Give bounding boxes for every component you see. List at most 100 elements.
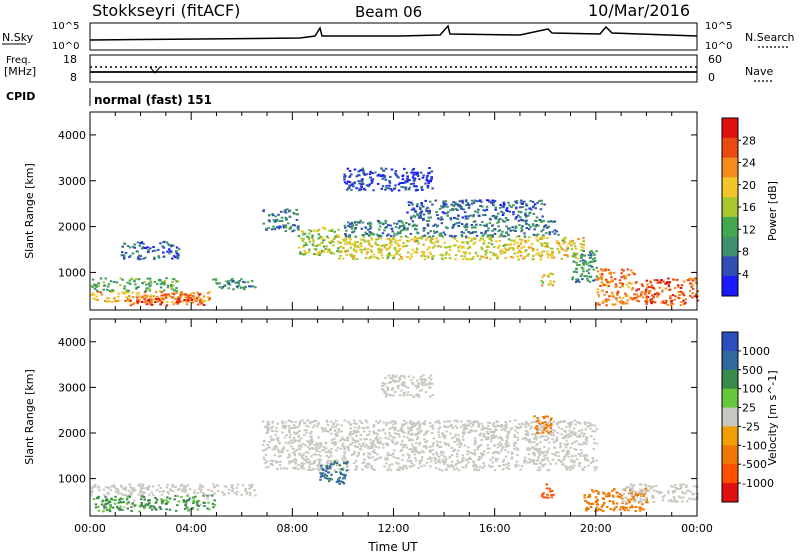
range-cell — [416, 171, 419, 174]
range-cell — [335, 234, 338, 237]
range-cell — [353, 426, 357, 429]
range-cell — [474, 251, 478, 254]
range-cell — [334, 443, 337, 446]
range-cell — [308, 465, 311, 468]
range-cell — [371, 441, 375, 444]
range-cell — [468, 236, 471, 239]
range-cell — [484, 250, 487, 253]
range-cell — [277, 455, 281, 458]
range-cell — [438, 421, 441, 424]
range-cell — [158, 490, 162, 493]
range-cell — [524, 214, 527, 217]
nsky-frame — [89, 22, 698, 51]
range-cell — [524, 241, 528, 244]
range-cell — [363, 239, 366, 242]
range-cell — [322, 226, 325, 229]
range-cell — [591, 430, 594, 433]
range-cell — [249, 285, 253, 288]
range-cell — [443, 212, 446, 215]
range-cell — [512, 211, 515, 214]
range-cell — [541, 425, 544, 428]
range-cell — [531, 200, 535, 203]
range-cell — [569, 240, 572, 243]
range-cell — [578, 281, 581, 283]
range-cell — [206, 494, 209, 497]
range-cell — [560, 433, 563, 436]
range-cell — [400, 430, 403, 432]
range-cell — [143, 498, 146, 501]
range-cell — [338, 251, 342, 254]
range-cell — [397, 189, 401, 192]
data-region — [129, 293, 206, 307]
range-cell — [405, 178, 409, 181]
range-cell — [380, 254, 384, 257]
range-cell — [310, 438, 313, 441]
range-cell — [355, 465, 358, 468]
power-x-ticks — [89, 112, 698, 310]
range-cell — [347, 187, 351, 190]
range-cell — [156, 295, 159, 298]
range-cell — [669, 288, 672, 291]
range-cell — [143, 507, 146, 510]
range-cell — [539, 255, 543, 258]
range-cell — [592, 438, 596, 441]
range-cell — [645, 498, 648, 501]
range-cell — [135, 296, 139, 299]
range-cell — [163, 280, 167, 282]
range-cell — [248, 484, 251, 487]
colorbar-tick-label: 12 — [742, 223, 756, 236]
range-cell — [320, 474, 323, 477]
range-cell — [588, 261, 591, 264]
range-cell — [484, 438, 488, 441]
range-cell — [436, 453, 439, 456]
range-cell — [388, 393, 391, 396]
range-cell — [377, 442, 380, 445]
range-cell — [645, 286, 649, 289]
range-cell — [549, 462, 552, 465]
range-cell — [130, 506, 133, 509]
range-cell — [377, 257, 380, 260]
range-cell — [284, 211, 288, 214]
range-cell — [415, 224, 419, 227]
range-cell — [102, 281, 106, 284]
range-cell — [154, 496, 157, 499]
range-cell — [443, 425, 446, 428]
range-cell — [528, 461, 532, 464]
range-cell — [691, 284, 695, 287]
range-cell — [170, 287, 173, 290]
range-cell — [341, 257, 345, 260]
range-cell — [550, 489, 554, 492]
range-cell — [444, 203, 448, 206]
range-cell — [470, 202, 474, 205]
range-cell — [674, 278, 677, 281]
range-cell — [523, 456, 527, 459]
range-cell — [640, 507, 643, 510]
range-cell — [319, 445, 322, 448]
range-cell — [660, 279, 663, 281]
range-cell — [334, 425, 338, 428]
x-tick-label: 08:00 — [276, 522, 308, 535]
range-cell — [420, 380, 424, 383]
range-cell — [156, 300, 160, 303]
range-cell — [356, 258, 359, 260]
range-cell — [454, 258, 457, 261]
range-cell — [680, 301, 683, 304]
range-cell — [458, 221, 461, 224]
range-cell — [159, 286, 163, 289]
range-cell — [516, 427, 519, 430]
range-cell — [281, 220, 284, 222]
range-cell — [394, 426, 397, 429]
range-cell — [582, 454, 586, 457]
range-cell — [489, 257, 492, 260]
range-cell — [401, 466, 405, 469]
range-cell — [428, 235, 431, 238]
range-cell — [473, 442, 477, 445]
range-cell — [524, 433, 528, 436]
range-cell — [96, 298, 99, 301]
range-cell — [357, 427, 360, 430]
range-cell — [503, 235, 506, 238]
range-cell — [123, 242, 126, 245]
range-cell — [227, 492, 231, 495]
range-cell — [384, 178, 387, 181]
range-cell — [453, 216, 456, 219]
